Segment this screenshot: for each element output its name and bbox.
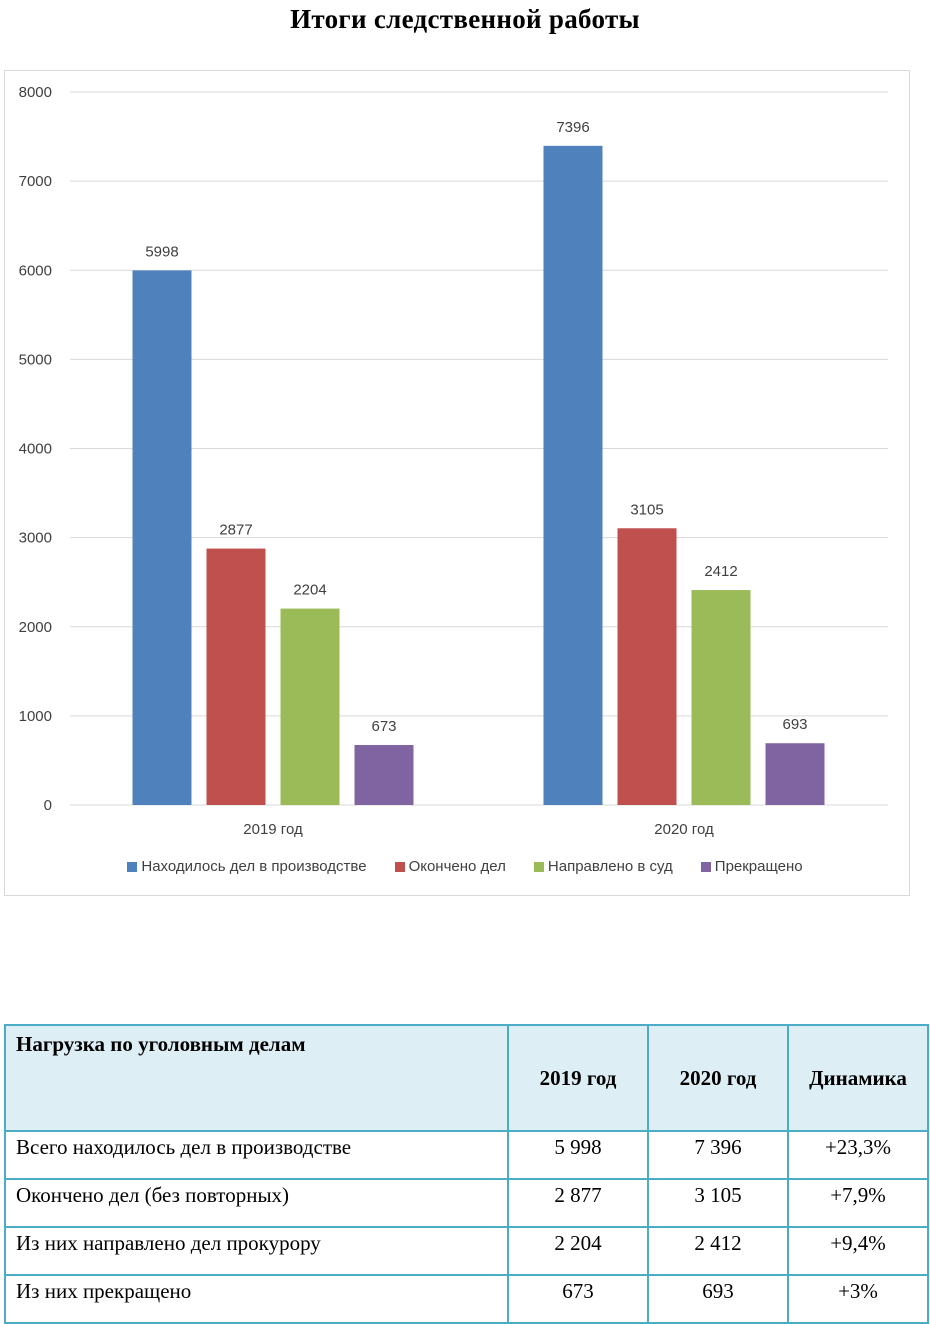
table-cell: +23,3% xyxy=(787,1130,929,1180)
legend-label: Направлено в суд xyxy=(547,858,673,875)
table-cell: 673 xyxy=(507,1274,649,1324)
table-cell: Из них прекращено xyxy=(4,1274,509,1324)
criminal-cases-table: Нагрузка по уголовным делам 2019 год 202… xyxy=(4,1024,929,1324)
bar-value-label: 693 xyxy=(782,716,807,733)
table-header-cell: 2019 год xyxy=(507,1024,649,1132)
y-tick-label: 5000 xyxy=(19,351,52,368)
legend-swatch xyxy=(700,861,711,872)
y-tick-label: 3000 xyxy=(19,530,52,547)
legend-label: Прекращено xyxy=(714,858,803,875)
y-tick-label: 8000 xyxy=(19,84,52,101)
bar xyxy=(280,608,340,805)
bar xyxy=(354,745,414,805)
table-row: Всего находилось дел в производстве 5 99… xyxy=(4,1130,929,1180)
bar-value-label: 2877 xyxy=(219,522,252,539)
bar xyxy=(765,743,825,805)
table-cell: Всего находилось дел в производстве xyxy=(4,1130,509,1180)
page-title: Итоги следственной работы xyxy=(290,4,640,34)
legend-swatch xyxy=(533,861,544,872)
table-header-cell: Нагрузка по уголовным делам xyxy=(4,1024,509,1132)
bar xyxy=(132,270,192,806)
legend-item-completed: Окончено дел xyxy=(394,858,506,875)
table-cell: 2 412 xyxy=(647,1226,789,1276)
table-cell: Окончено дел (без повторных) xyxy=(4,1178,509,1228)
table-cell: +9,4% xyxy=(787,1226,929,1276)
y-tick-label: 4000 xyxy=(19,441,52,458)
legend-item-terminated: Прекращено xyxy=(700,858,803,875)
legend-item-in-progress: Находилось дел в производстве xyxy=(127,858,367,875)
table-header-row: Нагрузка по уголовным делам 2019 год 202… xyxy=(4,1024,929,1132)
legend-label: Находилось дел в производстве xyxy=(141,858,367,875)
table-cell: +3% xyxy=(787,1274,929,1324)
bar xyxy=(206,548,266,805)
y-tick-label: 6000 xyxy=(19,262,52,279)
y-tick-label: 2000 xyxy=(19,619,52,636)
chart-legend: Находилось дел в производстве Окончено д… xyxy=(0,858,930,875)
table-row: Из них прекращено 673 693 +3% xyxy=(4,1274,929,1324)
legend-swatch xyxy=(394,861,405,872)
x-tick-label: 2020 год xyxy=(654,821,714,838)
table-cell: 693 xyxy=(647,1274,789,1324)
table-cell: 2 877 xyxy=(507,1178,649,1228)
x-tick-label: 2019 год xyxy=(243,821,303,838)
table-row: Окончено дел (без повторных) 2 877 3 105… xyxy=(4,1178,929,1228)
bar-value-label: 673 xyxy=(371,718,396,735)
bar-value-label: 2412 xyxy=(704,563,737,580)
table-cell: 3 105 xyxy=(647,1178,789,1228)
bar xyxy=(617,528,677,805)
bar-value-label: 7396 xyxy=(556,119,589,136)
table-header-cell: Динамика xyxy=(787,1024,929,1132)
bar-value-label: 5998 xyxy=(145,243,178,260)
table-header-cell: 2020 год xyxy=(647,1024,789,1132)
table-cell: Из них направлено дел прокурору xyxy=(4,1226,509,1276)
table-row: Из них направлено дел прокурору 2 204 2 … xyxy=(4,1226,929,1276)
bar-value-label: 3105 xyxy=(630,501,663,518)
y-tick-label: 0 xyxy=(44,797,52,814)
bar xyxy=(691,590,751,805)
legend-swatch xyxy=(127,861,138,872)
bar xyxy=(543,145,603,806)
table-cell: 2 204 xyxy=(507,1226,649,1276)
table-cell: 7 396 xyxy=(647,1130,789,1180)
bar-chart: 0 1000 2000 3000 4000 5000 6000 7000 8000 5998 287… xyxy=(19,84,888,838)
table-cell: 5 998 xyxy=(507,1130,649,1180)
table-cell: +7,9% xyxy=(787,1178,929,1228)
y-tick-label: 1000 xyxy=(19,708,52,725)
legend-item-sent-to-court: Направлено в суд xyxy=(533,858,673,875)
y-tick-label: 7000 xyxy=(19,173,52,190)
bar-value-label: 2204 xyxy=(293,582,326,599)
legend-label: Окончено дел xyxy=(408,858,506,875)
